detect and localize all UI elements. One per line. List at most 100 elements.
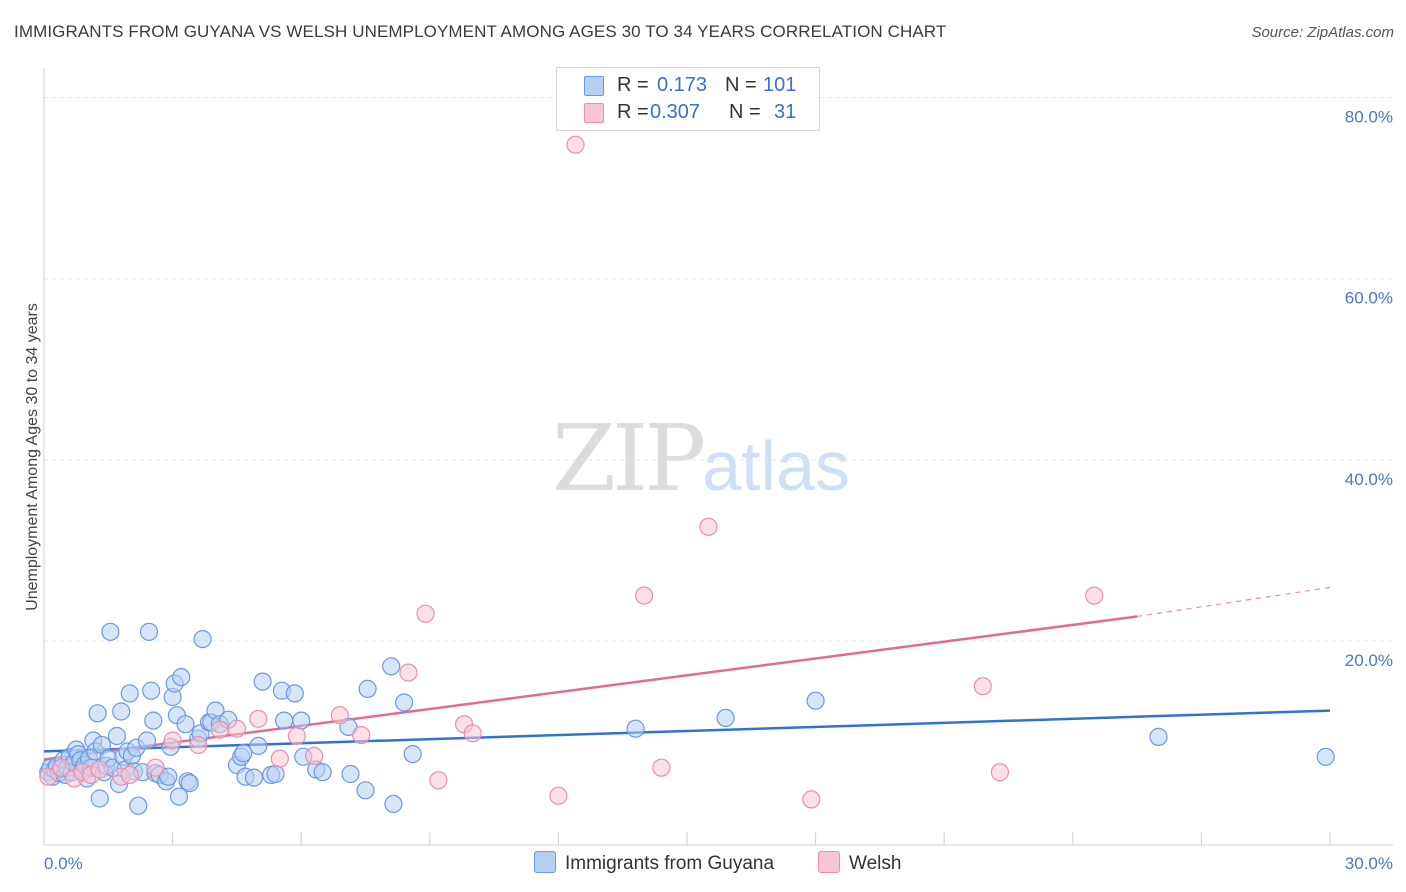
point-welsh <box>973 677 992 696</box>
chart-title: IMMIGRANTS FROM GUYANA VS WELSH UNEMPLOY… <box>14 22 947 41</box>
point-guyana <box>88 704 107 723</box>
grid-lines <box>44 97 1393 642</box>
legend-n-value: 31 <box>774 101 797 123</box>
bottom-legend-swatch-welsh <box>818 851 840 873</box>
trend-line-welsh-extension <box>1137 586 1331 618</box>
point-guyana <box>137 731 156 750</box>
point-guyana <box>382 657 401 676</box>
bottom-legend-label-welsh: Welsh <box>849 853 902 874</box>
legend-r-value: 0.307 <box>650 101 701 123</box>
point-welsh <box>51 758 71 777</box>
legend-swatch-welsh <box>584 103 604 123</box>
bottom-legend-label-guyana: Immigrants from Guyana <box>565 853 775 874</box>
point-guyana <box>101 622 120 641</box>
point-guyana <box>169 787 189 806</box>
legend-r-value: 0.173 <box>657 74 708 96</box>
point-welsh <box>463 724 482 743</box>
point-guyana <box>159 767 178 786</box>
legend-n-label: N = <box>725 74 757 96</box>
point-guyana <box>244 768 264 787</box>
point-welsh <box>399 663 418 682</box>
point-welsh <box>227 719 246 738</box>
y-tick-label: 20.0% <box>1345 651 1393 670</box>
point-welsh <box>146 758 165 777</box>
legend-r-label: R = <box>617 74 649 96</box>
point-welsh <box>634 586 654 605</box>
point-guyana <box>144 711 163 730</box>
point-guyana <box>180 773 199 793</box>
point-guyana <box>275 711 294 730</box>
bottom-legend-guyana: Immigrants from Guyana <box>534 851 774 875</box>
point-guyana <box>172 667 191 687</box>
point-welsh <box>90 760 109 779</box>
point-welsh <box>990 763 1010 782</box>
legend-swatch-guyana <box>584 76 604 96</box>
legend-row-welsh: R = 0.307 N = 31 <box>557 101 819 125</box>
point-guyana <box>120 684 139 703</box>
x-tick-label: 0.0% <box>44 854 83 873</box>
point-guyana <box>249 736 268 756</box>
point-welsh <box>699 517 718 536</box>
point-welsh <box>249 709 268 728</box>
point-welsh <box>429 771 448 790</box>
point-guyana <box>107 726 127 746</box>
point-welsh <box>652 758 671 777</box>
x-tick-label: 30.0% <box>1345 854 1393 873</box>
source-label: Source: ZipAtlas.com <box>1251 24 1394 41</box>
legend-n-label: N = <box>729 101 761 123</box>
point-guyana <box>313 763 332 782</box>
point-guyana <box>266 764 285 784</box>
point-guyana <box>176 715 195 734</box>
watermark: ZIPatlas <box>552 405 850 512</box>
point-guyana <box>253 672 272 691</box>
y-tick-label: 80.0% <box>1345 108 1393 127</box>
point-welsh <box>287 726 306 746</box>
point-welsh <box>120 765 139 785</box>
point-guyana <box>626 719 645 738</box>
y-tick-label: 60.0% <box>1345 289 1393 308</box>
point-welsh <box>189 735 208 755</box>
point-welsh <box>39 767 58 786</box>
point-welsh <box>1085 586 1104 605</box>
legend-row-guyana: R = 0.173 N = 101 <box>557 74 819 98</box>
point-welsh <box>210 720 229 739</box>
point-guyana <box>403 744 422 764</box>
point-guyana <box>90 789 109 808</box>
y-axis-label: Unemployment Among Ages 30 to 34 years <box>24 303 41 611</box>
point-welsh <box>270 749 289 768</box>
point-guyana <box>358 679 377 699</box>
point-guyana <box>384 794 403 814</box>
point-welsh <box>802 790 821 809</box>
point-guyana <box>395 693 414 712</box>
point-guyana <box>112 702 131 721</box>
bottom-legend-welsh: Welsh <box>818 851 901 875</box>
point-guyana <box>139 622 159 641</box>
point-guyana <box>356 781 375 800</box>
point-guyana <box>292 711 311 730</box>
point-welsh <box>305 746 324 766</box>
point-welsh <box>566 135 585 154</box>
axes <box>43 68 1393 846</box>
point-welsh <box>416 604 435 623</box>
point-guyana <box>1316 747 1335 766</box>
point-guyana <box>1149 727 1168 747</box>
point-welsh <box>352 725 371 745</box>
data-points <box>39 135 1335 815</box>
point-welsh <box>549 786 568 805</box>
point-guyana <box>341 764 360 784</box>
legend: R = 0.173 N = 101 R = 0.307 N = 31 <box>556 67 820 131</box>
point-guyana <box>234 744 253 763</box>
point-guyana <box>285 684 304 703</box>
tick-labels: 20.0% 40.0% 60.0% 80.0% 0.0% 30.0% <box>44 108 1393 873</box>
point-guyana <box>193 629 212 649</box>
point-guyana <box>129 796 148 815</box>
watermark-zip: ZIP <box>552 405 706 512</box>
watermark-atlas: atlas <box>702 427 851 505</box>
bottom-legend-swatch-guyana <box>534 851 556 873</box>
point-guyana <box>716 708 735 728</box>
point-guyana <box>142 681 161 700</box>
legend-r-label: R = <box>617 101 649 123</box>
legend-n-value: 101 <box>763 74 797 96</box>
point-guyana <box>806 691 825 710</box>
